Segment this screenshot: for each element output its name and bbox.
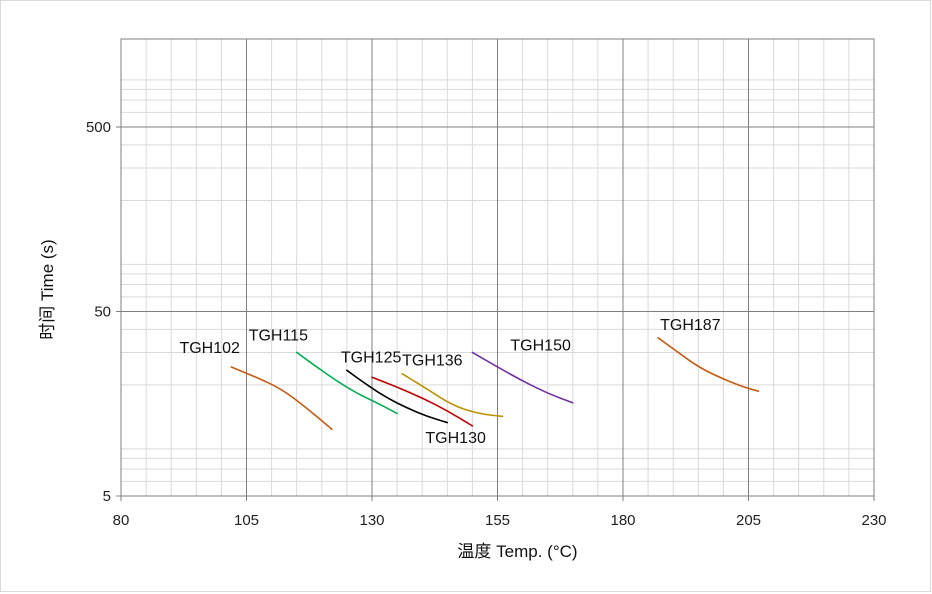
series-label-tgh115: TGH115 bbox=[249, 327, 308, 344]
series-line-tgh130 bbox=[371, 376, 474, 427]
x-tick-label: 180 bbox=[610, 512, 635, 529]
x-tick-label: 105 bbox=[234, 512, 259, 529]
x-tick-label: 80 bbox=[113, 512, 130, 529]
x-tick-label: 230 bbox=[861, 512, 886, 529]
series-label-tgh187: TGH187 bbox=[660, 317, 721, 334]
y-axis-title: 时间 Time (s) bbox=[38, 239, 57, 339]
series-line-tgh150 bbox=[471, 351, 574, 404]
series-labels: TGH102 TGH115 TGH125 TGH130 TGH136 TGH150 TGH1… bbox=[179, 317, 720, 447]
series-line-tgh102 bbox=[230, 366, 333, 431]
tick-labels: 80 105 130 155 180 205 230 5 50 500 bbox=[86, 119, 887, 529]
series-label-tgh102: TGH102 bbox=[179, 340, 240, 357]
series-line-tgh115 bbox=[295, 351, 398, 415]
y-tick-label: 500 bbox=[86, 119, 111, 136]
x-axis-title: 温度 Temp. (°C) bbox=[457, 542, 577, 561]
series-line-tgh125 bbox=[346, 369, 449, 424]
series-lines bbox=[230, 337, 760, 431]
y-tick-label: 50 bbox=[94, 304, 111, 321]
series-line-tgh187 bbox=[657, 337, 760, 392]
x-tick-label: 205 bbox=[736, 512, 761, 529]
major-gridlines bbox=[116, 38, 875, 501]
series-label-tgh130: TGH130 bbox=[425, 430, 486, 447]
series-label-tgh125: TGH125 bbox=[341, 349, 402, 366]
y-tick-label: 5 bbox=[103, 488, 111, 505]
x-tick-label: 155 bbox=[485, 512, 510, 529]
series-label-tgh150: TGH150 bbox=[510, 337, 571, 354]
series-line-tgh136 bbox=[401, 372, 504, 418]
series-label-tgh136: TGH136 bbox=[402, 353, 463, 370]
x-tick-label: 130 bbox=[359, 512, 384, 529]
